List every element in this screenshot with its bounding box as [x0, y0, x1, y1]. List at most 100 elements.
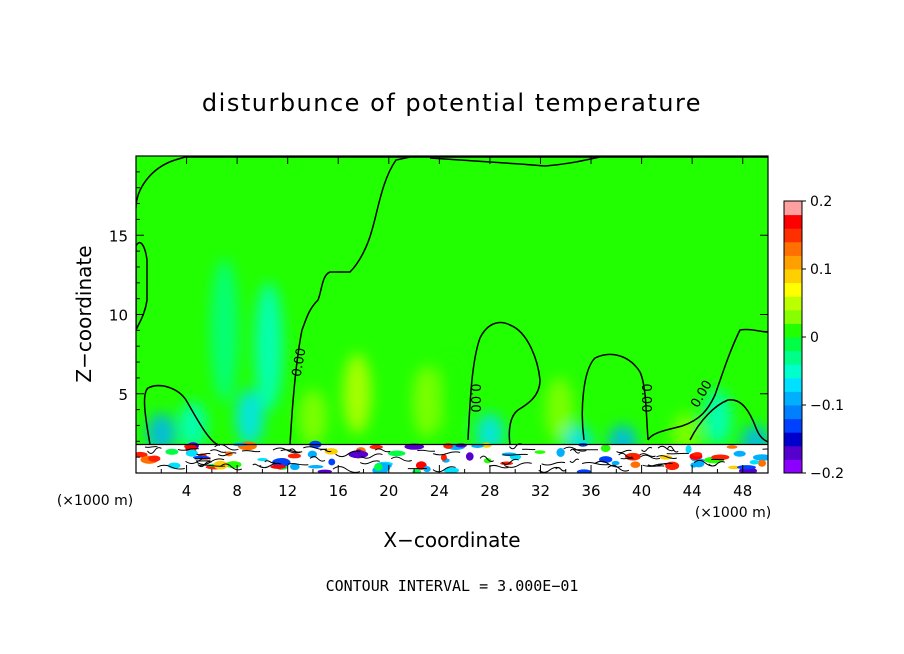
colorbar-segment [784, 391, 802, 406]
x-tick-label: 20 [379, 482, 398, 500]
colorbar-segment [784, 269, 802, 284]
x-tick-label: 32 [531, 482, 550, 500]
boundary-contour [197, 461, 212, 468]
x-tick-label: 44 [683, 482, 702, 500]
boundary-eddy [692, 452, 703, 457]
boundary-contour [432, 451, 461, 456]
colorbar-segment [784, 364, 802, 379]
colorbar-segment [784, 282, 802, 297]
contour-label: 0.00 [638, 384, 653, 413]
y-tick-label: 15 [109, 227, 128, 245]
boundary-contour [509, 443, 523, 450]
boundary-contour [264, 460, 276, 464]
boundary-eddy [272, 458, 291, 467]
colorbar-segment [784, 445, 802, 460]
boundary-contour [185, 457, 211, 465]
boundary-contour [639, 453, 656, 458]
boundary-contour [320, 448, 332, 453]
boundary-contour [569, 458, 580, 463]
boundary-contour [708, 461, 725, 467]
colorbar-tick-label: −0.1 [810, 398, 844, 414]
y-axis-label: Z−coordinate [72, 245, 96, 382]
boundary-eddy [308, 465, 324, 469]
boundary-eddy [136, 451, 148, 458]
colorbar-segment [784, 350, 802, 365]
boundary-contour [157, 464, 185, 470]
contour-line [143, 384, 221, 446]
contour-label: 0.00 [467, 384, 482, 413]
x-axis-label: X−coordinate [383, 528, 520, 552]
boundary-eddy [317, 469, 332, 473]
boundary-contour [479, 455, 494, 462]
boundary-contour [177, 448, 199, 451]
boundary-eddy [185, 449, 198, 457]
boundary-eddy [733, 450, 746, 457]
colorbar-segment [784, 241, 802, 256]
boundary-eddy [443, 467, 460, 473]
boundary-eddy [465, 452, 474, 461]
boundary-eddy [611, 460, 620, 466]
boundary-eddy [290, 463, 300, 471]
x-tick-label: 24 [430, 482, 449, 500]
boundary-eddy [257, 457, 268, 462]
zero-contours [136, 156, 768, 446]
boundary-eddy [711, 454, 730, 461]
colorbar-segment [784, 337, 802, 352]
contour-line [136, 156, 768, 209]
colorbar-segment [784, 214, 802, 229]
boundary-eddy [659, 455, 672, 460]
boundary-contour [272, 447, 301, 454]
boundary-contour [642, 463, 667, 467]
boundary-contour [147, 447, 162, 454]
x-tick-label: 36 [581, 482, 600, 500]
boundary-eddy [148, 455, 161, 462]
boundary-contour [335, 450, 361, 458]
field-patch [147, 413, 176, 454]
field-patch [438, 353, 466, 434]
boundary-contour [390, 456, 412, 462]
boundary-contour [501, 458, 519, 465]
colorbar-segment [784, 296, 802, 311]
contour-line [689, 399, 768, 443]
boundary-eddy [726, 445, 738, 449]
plot-area: 0.00 0.00 0.00 0.00 [135, 155, 769, 474]
boundary-eddy [374, 463, 383, 471]
boundary-contour [309, 455, 326, 462]
boundary-contour [194, 457, 204, 460]
boundary-contour [361, 453, 383, 459]
boundary-eddy [412, 468, 422, 473]
boundary-eddy [665, 461, 680, 471]
field-patch [545, 377, 574, 442]
field-patch [343, 353, 372, 434]
boundary-contour [196, 452, 211, 456]
boundary-eddy [749, 460, 760, 465]
boundary-contour [563, 446, 587, 452]
y-tick-label: 5 [118, 386, 128, 404]
boundary-contour [241, 450, 261, 453]
field-patch [254, 282, 283, 411]
colorbar-segment [784, 418, 802, 433]
colorbar-segment [784, 323, 802, 338]
boundary-layer [136, 440, 768, 473]
x-tick-label: 8 [232, 482, 242, 500]
colorbar [783, 200, 803, 474]
boundary-contour [762, 448, 768, 450]
boundary-eddy [270, 464, 286, 469]
boundary-eddy [757, 459, 767, 467]
boundary-contour [504, 462, 532, 468]
field-patch [671, 413, 700, 454]
boundary-contour [618, 452, 633, 459]
colorbar-tick-label: −0.2 [810, 466, 844, 482]
y-axis-ticks: 5 10 15 [109, 171, 768, 458]
boundary-contour [359, 460, 380, 465]
boundary-contour [252, 463, 262, 467]
colorbar-tick-label: 0 [810, 330, 819, 346]
colorbar-segment [784, 201, 802, 216]
boundary-eddy [600, 444, 611, 453]
boundary-contour [538, 466, 561, 473]
boundary-contour [374, 448, 391, 453]
boundary-eddy [440, 454, 447, 461]
boundary-contour [641, 446, 653, 452]
boundary-contour [541, 461, 566, 466]
boundary-eddy [287, 453, 301, 459]
